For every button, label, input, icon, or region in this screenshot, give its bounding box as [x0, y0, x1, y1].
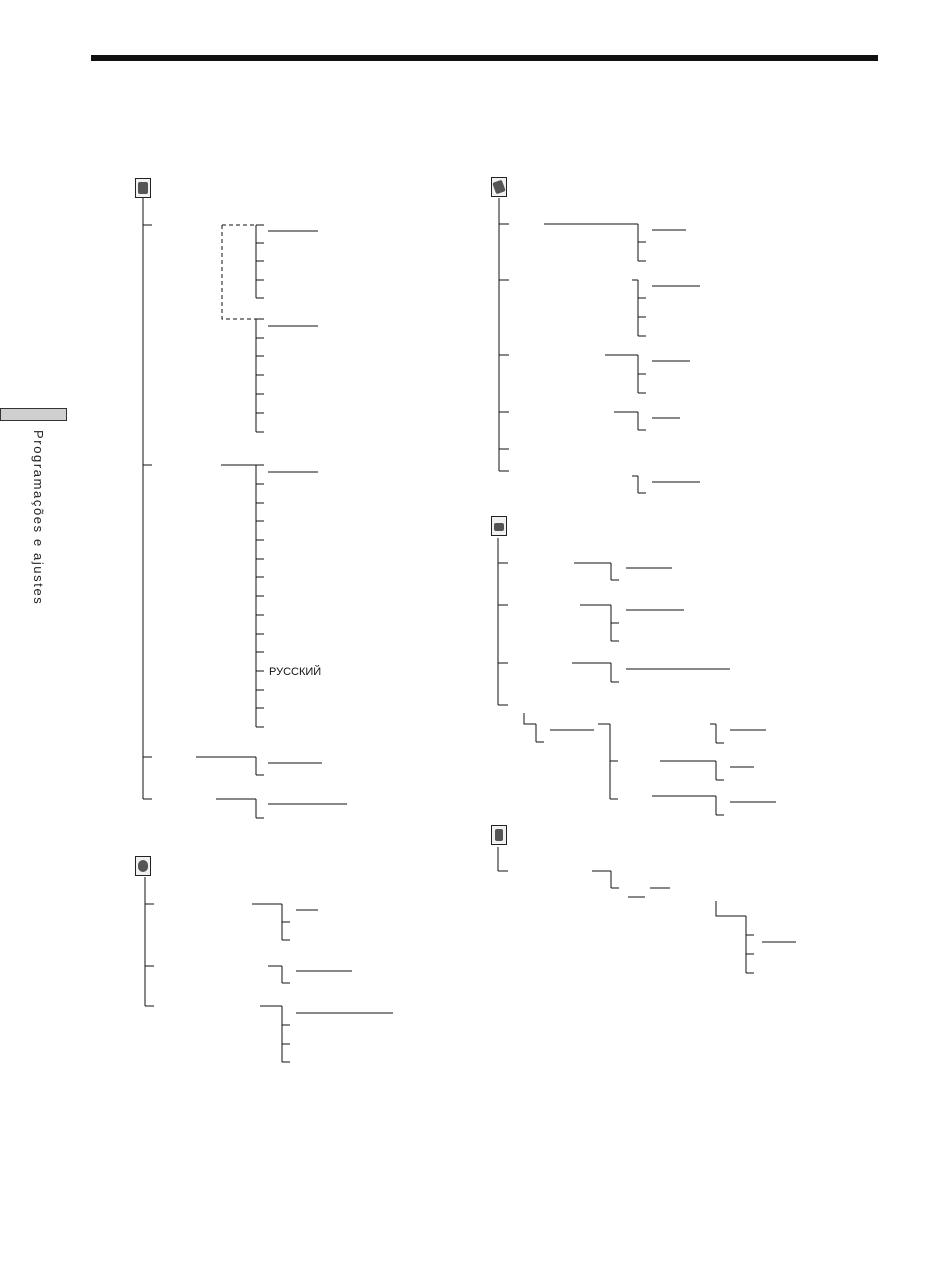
section-header-rule — [91, 55, 878, 61]
section-tab-marker — [0, 408, 67, 421]
language-option-russian: РУССКИЙ — [269, 666, 322, 678]
setup-tools-icon — [135, 178, 151, 198]
camera-rotate-icon — [135, 856, 151, 876]
playback-menu-tree — [497, 847, 796, 974]
setup-menu-tree — [142, 198, 347, 819]
tape-cassette-icon — [491, 516, 507, 536]
clock-menu-tree — [498, 198, 700, 494]
camera-menu-tree — [144, 877, 393, 1063]
memory-card-icon — [491, 825, 507, 845]
calendar-clock-icon — [491, 177, 507, 197]
section-side-label: Programações e ajustes — [31, 430, 46, 606]
tape-menu-tree — [497, 538, 776, 816]
